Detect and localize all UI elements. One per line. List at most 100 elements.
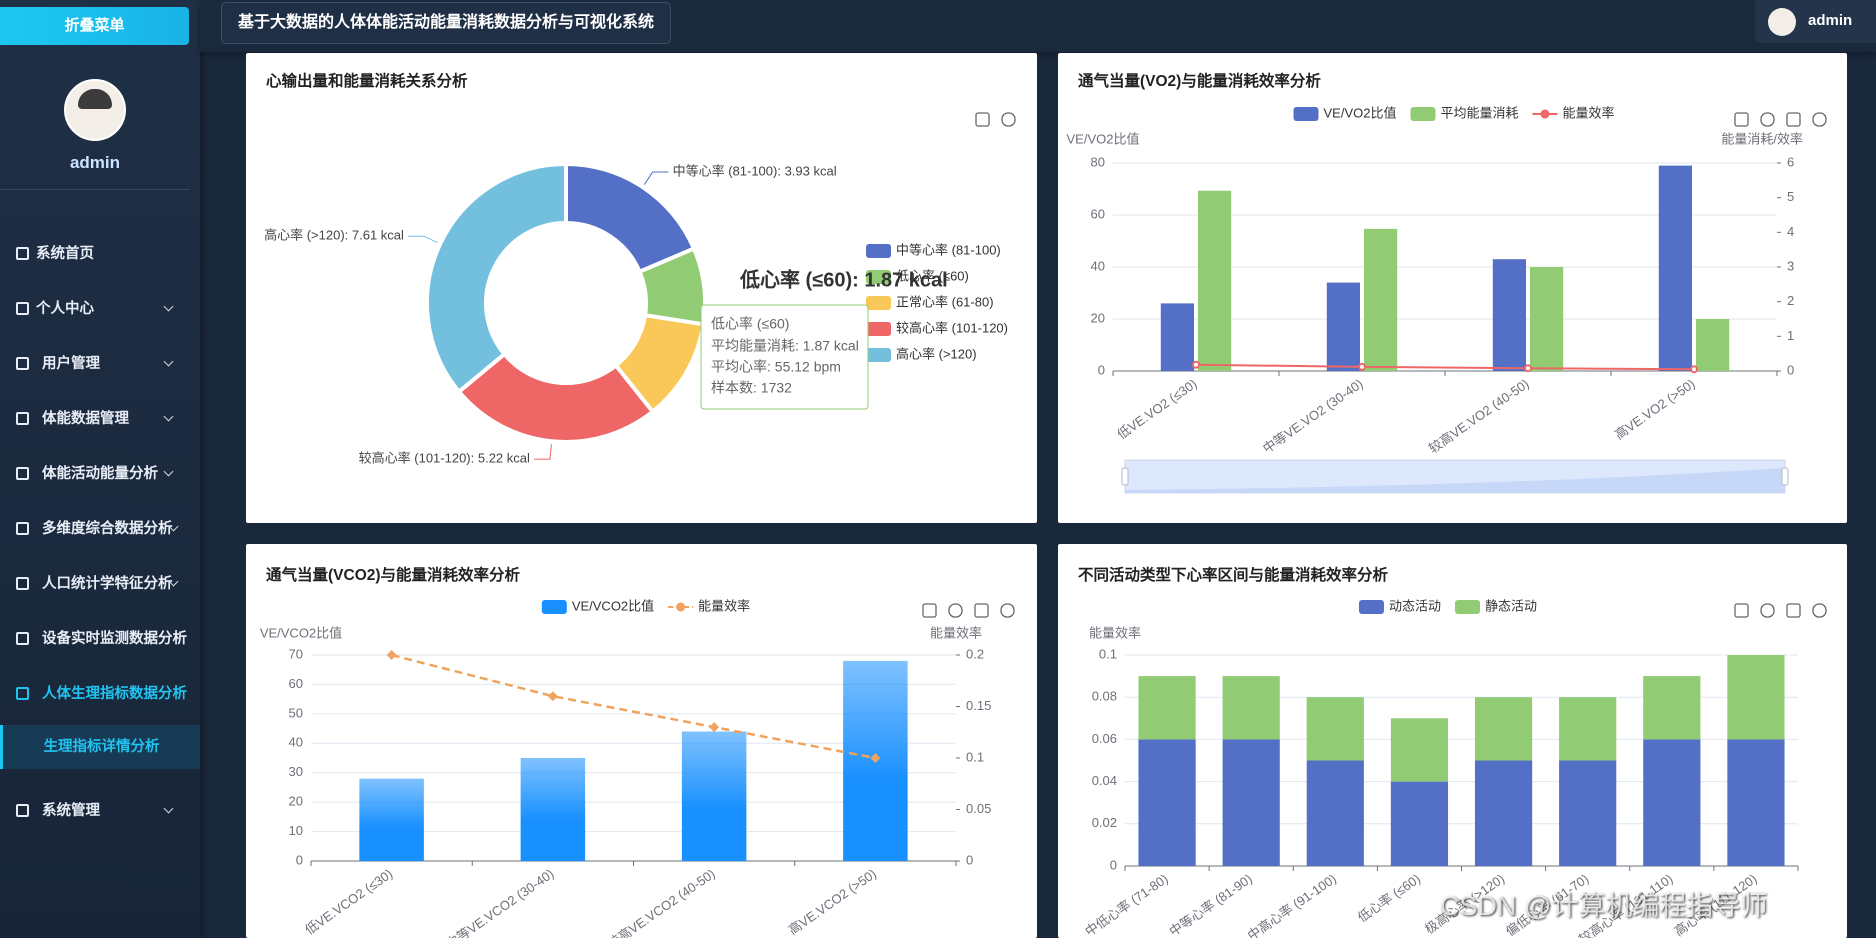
toolbox-icon[interactable]: [1734, 112, 1749, 127]
bar[interactable]: [681, 731, 747, 861]
legend-label[interactable]: 能量效率: [698, 598, 750, 613]
bar[interactable]: [1138, 676, 1196, 740]
zoom-preview: [1125, 468, 1785, 493]
line-marker[interactable]: [547, 691, 558, 702]
tooltip-title: 低心率 (≤60): [711, 316, 789, 332]
line-marker[interactable]: [1192, 360, 1200, 369]
legend-label[interactable]: 平均能量消耗: [1440, 105, 1518, 120]
line-marker[interactable]: [386, 650, 397, 660]
toolbox-icon[interactable]: [1734, 603, 1749, 618]
toolbox-icon[interactable]: [1000, 603, 1015, 618]
line-marker[interactable]: [709, 722, 720, 733]
toolbox-icon[interactable]: [975, 112, 990, 127]
legend-item[interactable]: 中等心率 (81-100): [866, 242, 1001, 258]
toolbox-icon[interactable]: [1760, 112, 1775, 127]
y-tick-label: 60: [1091, 206, 1105, 221]
bar[interactable]: [1198, 190, 1232, 371]
zoom-window[interactable]: [1125, 460, 1785, 493]
legend-label[interactable]: 中等心率 (81-100): [896, 242, 1001, 257]
bar[interactable]: [1364, 228, 1398, 371]
zoom-handle[interactable]: [1121, 467, 1129, 486]
legend-label[interactable]: 能量效率: [1562, 105, 1614, 120]
toolbox-icon[interactable]: [1786, 112, 1801, 127]
toolbox-icon[interactable]: [948, 603, 963, 618]
bar[interactable]: [1326, 282, 1360, 371]
menu-item[interactable]: 体能数据管理: [0, 404, 190, 434]
bar[interactable]: [1492, 259, 1526, 371]
zoom-handle[interactable]: [1781, 467, 1789, 486]
bar[interactable]: [1559, 760, 1617, 867]
bar[interactable]: [1727, 655, 1785, 740]
bar[interactable]: [1530, 267, 1564, 371]
line-marker[interactable]: [1358, 362, 1366, 371]
user-menu[interactable]: admin: [1755, 0, 1876, 43]
legend-label[interactable]: 静态活动: [1485, 598, 1537, 613]
y2-axis-name: 能量效率: [930, 625, 982, 640]
bar[interactable]: [1138, 739, 1196, 866]
legend-label[interactable]: 正常心率 (61-80): [896, 294, 994, 309]
line-marker[interactable]: [1690, 365, 1698, 374]
line-marker[interactable]: [870, 753, 881, 763]
legend-label[interactable]: 低心率 (≤60): [896, 268, 969, 283]
toolbox-icon[interactable]: [1760, 603, 1775, 618]
menu-item[interactable]: 用户管理: [0, 349, 190, 379]
collapse-button[interactable]: 折叠菜单: [0, 7, 189, 45]
bar[interactable]: [520, 758, 586, 861]
bar[interactable]: [1696, 319, 1730, 371]
legend-label[interactable]: VE/VO2比值: [1324, 105, 1397, 120]
bar[interactable]: [1306, 760, 1364, 867]
y-tick-label: 0: [1110, 857, 1117, 872]
toolbox-icon[interactable]: [974, 603, 989, 618]
legend-item[interactable]: 低心率 (≤60): [866, 268, 969, 284]
menu-label: 体能活动能量分析: [42, 466, 158, 482]
chart-title: 心输出量和能量消耗关系分析: [266, 71, 468, 90]
legend-label[interactable]: 较高心率 (101-120): [896, 320, 1008, 335]
legend-label[interactable]: 高心率 (>120): [896, 346, 977, 361]
legend-item[interactable]: 高心率 (>120): [866, 346, 977, 362]
label-line: [407, 235, 438, 244]
bar[interactable]: [1222, 739, 1280, 866]
menu-item[interactable]: 系统首页: [0, 239, 190, 269]
x-tick-label: 低VE.VCO2 (≤30): [302, 866, 395, 938]
bar[interactable]: [1658, 165, 1692, 371]
bar[interactable]: [1727, 739, 1785, 866]
toolbox-icon[interactable]: [1812, 603, 1827, 618]
menu-item[interactable]: 人口统计学特征分析: [0, 569, 190, 599]
legend-item[interactable]: 正常心率 (61-80): [866, 294, 994, 310]
bar[interactable]: [1474, 760, 1533, 867]
toolbox-icon[interactable]: [1786, 603, 1801, 618]
y-tick-label: 0: [1098, 362, 1105, 377]
toolbox-icon[interactable]: [1001, 112, 1016, 127]
line-marker[interactable]: [1524, 364, 1532, 373]
submenu-item[interactable]: 生理指标详情分析: [0, 725, 200, 769]
bar[interactable]: [1559, 697, 1617, 761]
bar[interactable]: [1643, 739, 1701, 866]
menu-label: 体能数据管理: [42, 411, 129, 427]
bar[interactable]: [1160, 303, 1194, 371]
menu-item[interactable]: 个人中心: [0, 294, 190, 324]
bar[interactable]: [1390, 718, 1449, 782]
menu-item[interactable]: 多维度综合数据分析: [0, 514, 190, 544]
bar[interactable]: [1222, 676, 1280, 740]
x-tick-label: 中高心率 (91-100): [1245, 871, 1339, 938]
menu-item[interactable]: 人体生理指标数据分析: [0, 679, 190, 709]
bar[interactable]: [1643, 676, 1701, 740]
x-tick-label: 高VE.VCO2 (>50): [786, 866, 880, 938]
bar[interactable]: [359, 778, 424, 861]
bar[interactable]: [1306, 697, 1364, 761]
menu-item[interactable]: 体能活动能量分析: [0, 459, 190, 489]
bar[interactable]: [1474, 697, 1533, 761]
y-tick-label: 50: [289, 705, 303, 720]
legend-label[interactable]: VE/VCO2比值: [572, 598, 654, 613]
toolbox-icon[interactable]: [922, 603, 937, 618]
x-tick-label: 中等VE.VO2 (30-40): [1260, 376, 1366, 456]
chart-panel: 通气当量(VO2)与能量消耗效率分析 0 20 40 60 80 0 1 2 3 4 5 6 VE/VO2…: [1058, 53, 1847, 523]
menu-item[interactable]: 设备实时监测数据分析: [0, 624, 190, 654]
toolbox-icon[interactable]: [1812, 112, 1827, 127]
y-tick-label: 0.08: [1092, 689, 1117, 704]
legend-item[interactable]: 较高心率 (101-120): [866, 320, 1008, 336]
menu-item[interactable]: 系统管理: [0, 796, 190, 826]
legend-label[interactable]: 动态活动: [1389, 598, 1441, 613]
y-tick-label: 80: [1091, 154, 1105, 169]
bar[interactable]: [1390, 781, 1449, 866]
